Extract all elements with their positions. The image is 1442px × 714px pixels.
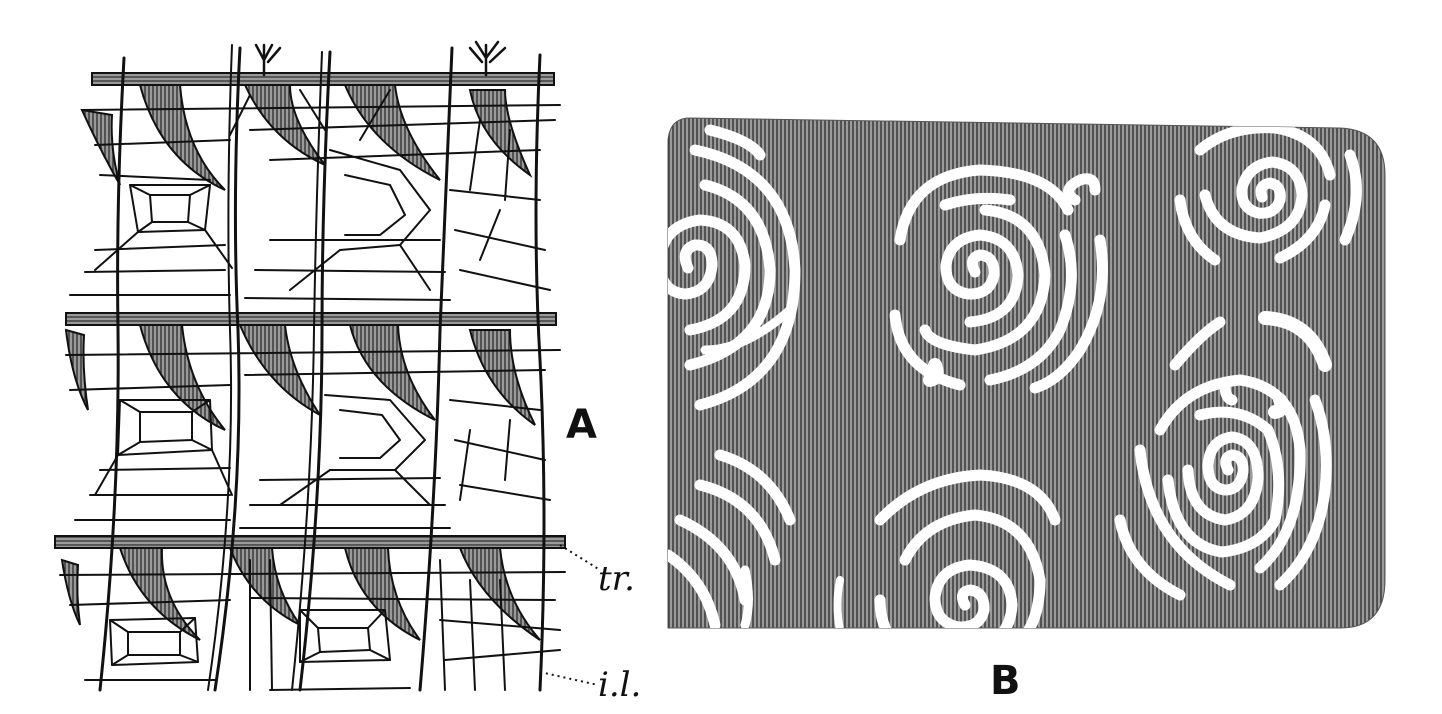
cell-network-middle: [65, 349, 561, 529]
cell-network-lower: [59, 559, 566, 691]
band-middle: [65, 312, 557, 326]
spiral-right-lower: [1114, 311, 1332, 601]
labels: A B tr. i.l.: [566, 402, 1021, 705]
spiral-right-upper: [1174, 122, 1362, 266]
panel-a-label: A: [566, 402, 597, 448]
spiral-left-lower: [668, 449, 844, 628]
spiral-center-lower: [874, 469, 1061, 628]
spiral-left: [668, 124, 801, 411]
annotation-il: i.l.: [598, 665, 641, 705]
spiral-center-upper: [889, 164, 1108, 394]
panel-b-label: B: [990, 658, 1021, 704]
band-bottom: [54, 535, 566, 549]
annotation-tr: tr.: [598, 559, 635, 599]
vertical-fibres: [98, 44, 546, 692]
cell-network-upper: [69, 89, 561, 301]
panel-a-cell-lattice: [54, 40, 601, 692]
transverse-bands: [54, 72, 566, 549]
branch-tips: [254, 40, 507, 77]
band-top: [91, 72, 555, 86]
shaded-thickenings: [60, 84, 541, 641]
annotation-leaders: [539, 544, 601, 686]
panel-b-spiral-thickenings: [667, 117, 1386, 629]
